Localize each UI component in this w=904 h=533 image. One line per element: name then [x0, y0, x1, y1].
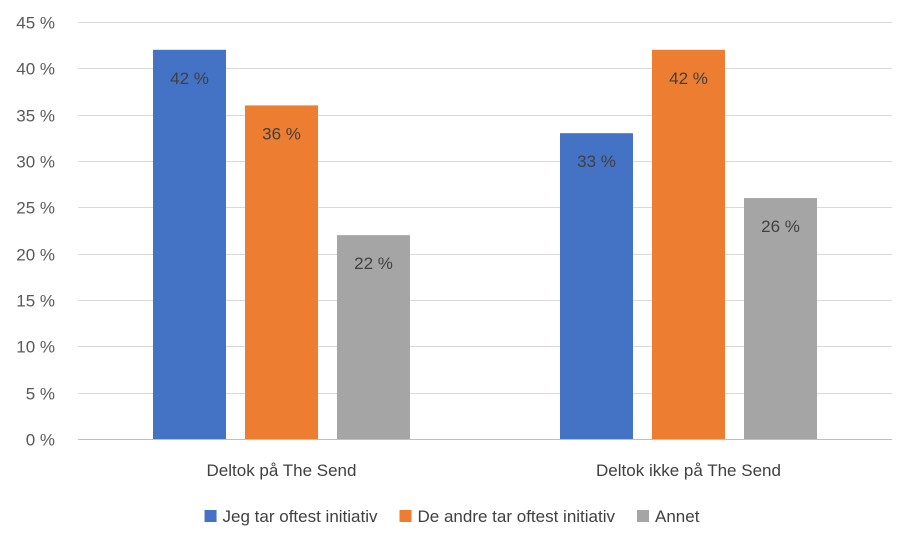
- y-tick-label: 10 %: [16, 338, 55, 357]
- bar: [245, 105, 318, 440]
- legend-label: Annet: [655, 507, 700, 526]
- y-axis: 0 % 5 % 10 % 15 % 20 % 25 % 30 % 35 % 40 % 45 %: [16, 14, 55, 450]
- legend-swatch: [399, 510, 412, 522]
- data-label: 36 %: [262, 124, 301, 143]
- data-label: 26 %: [761, 217, 800, 236]
- x-tick-label: Deltok ikke på The Send: [596, 461, 781, 480]
- y-tick-label: 15 %: [16, 292, 55, 311]
- y-tick-label: 25 %: [16, 199, 55, 218]
- y-tick-label: 35 %: [16, 107, 55, 126]
- x-axis: Deltok på The Send Deltok ikke på The Sen…: [207, 461, 781, 480]
- legend-swatch: [204, 510, 217, 522]
- y-tick-label: 5 %: [26, 385, 55, 404]
- y-tick-label: 20 %: [16, 246, 55, 265]
- bar: [560, 133, 633, 439]
- y-tick-label: 45 %: [16, 14, 55, 33]
- legend-swatch: [637, 510, 650, 522]
- bar: [652, 49, 725, 440]
- legend-label: De andre tar oftest initiativ: [418, 507, 616, 526]
- y-tick-label: 0 %: [26, 431, 55, 450]
- y-tick-label: 30 %: [16, 153, 55, 172]
- bar: [337, 235, 410, 439]
- data-label: 42 %: [669, 69, 708, 88]
- data-label: 33 %: [577, 152, 616, 171]
- legend: Jeg tar oftest initiativ De andre tar oft…: [204, 507, 700, 526]
- bar: [744, 198, 817, 439]
- bar: [153, 49, 226, 440]
- bars: 42 % 36 % 22 % 33 % 42 % 26 %: [153, 49, 817, 440]
- y-tick-label: 40 %: [16, 60, 55, 79]
- x-tick-label: Deltok på The Send: [207, 461, 357, 480]
- data-label: 42 %: [170, 69, 209, 88]
- data-label: 22 %: [354, 254, 393, 273]
- legend-label: Jeg tar oftest initiativ: [223, 507, 378, 526]
